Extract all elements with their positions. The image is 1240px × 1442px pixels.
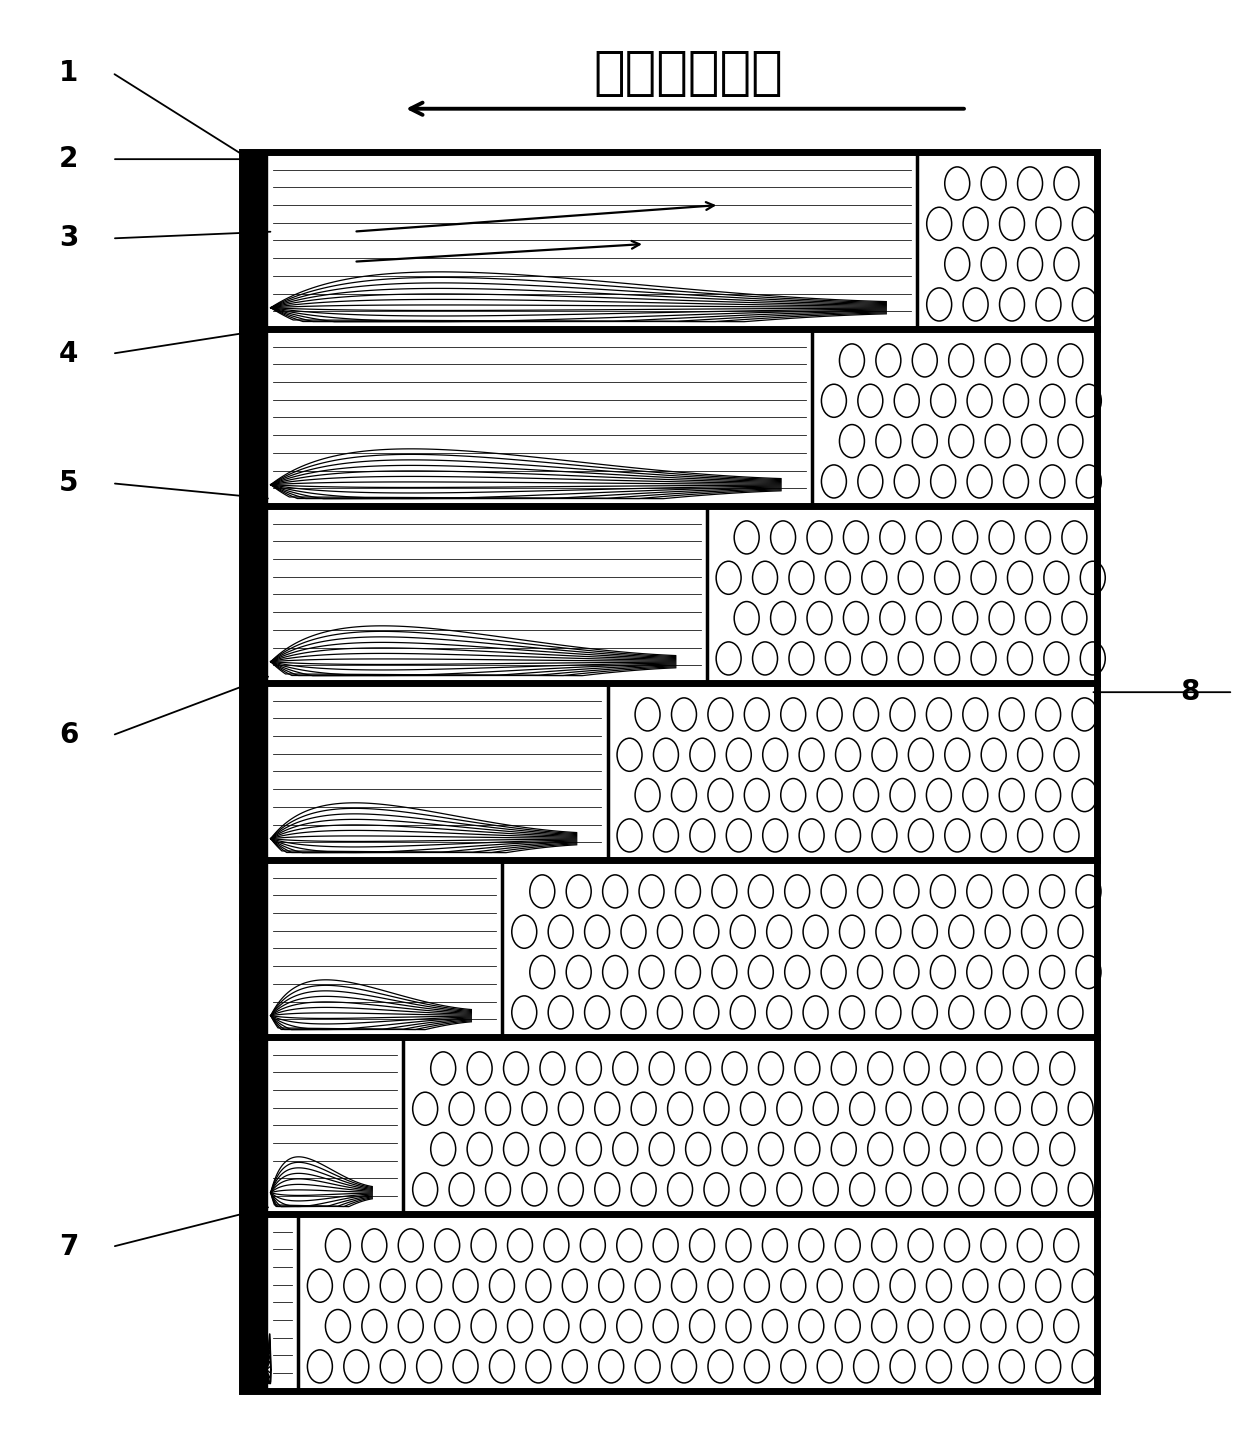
Text: 4: 4 [60,340,78,368]
Text: 8: 8 [1180,678,1199,707]
Text: 6: 6 [60,721,78,750]
Text: 1: 1 [60,59,78,87]
Text: 煤层开采方向: 煤层开采方向 [593,46,782,98]
Text: 7: 7 [60,1233,78,1260]
Text: 2: 2 [60,146,78,173]
Text: 3: 3 [60,225,78,252]
Text: 5: 5 [60,469,78,497]
